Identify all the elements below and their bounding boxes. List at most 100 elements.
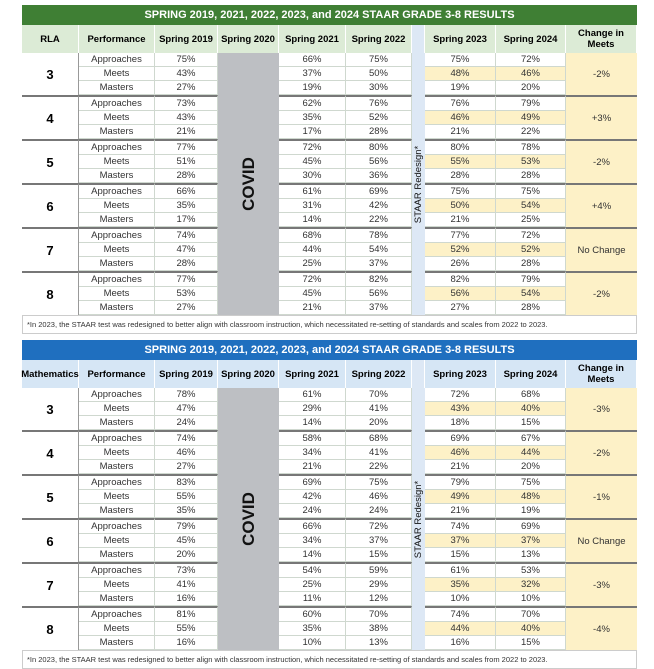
score-cell: 37% xyxy=(496,534,566,548)
column-header: Performance xyxy=(79,25,155,53)
score-cell: 75% xyxy=(346,53,412,67)
covid-label: COVID xyxy=(238,492,258,546)
score-cell: 80% xyxy=(346,139,412,155)
score-cell: 69% xyxy=(279,474,346,490)
score-cell: 43% xyxy=(425,402,496,416)
score-cell: 27% xyxy=(155,301,218,315)
score-cell: 46% xyxy=(155,446,218,460)
score-cell: 78% xyxy=(155,388,218,402)
score-cell: 29% xyxy=(279,402,346,416)
score-cell: 35% xyxy=(279,622,346,636)
score-cell: 46% xyxy=(425,446,496,460)
score-cell: 19% xyxy=(279,81,346,95)
score-cell: 72% xyxy=(496,53,566,67)
score-cell: 82% xyxy=(425,271,496,287)
score-cell: 28% xyxy=(496,257,566,271)
score-cell: 72% xyxy=(346,518,412,534)
column-header: Spring 2019 xyxy=(155,25,218,53)
grade-label: 4 xyxy=(22,95,79,139)
score-cell: 40% xyxy=(496,402,566,416)
change-in-meets: -3% xyxy=(566,562,637,606)
grade-label: 7 xyxy=(22,562,79,606)
change-in-meets: -4% xyxy=(566,606,637,650)
score-cell: 73% xyxy=(155,95,218,111)
performance-level: Approaches xyxy=(79,271,155,287)
score-cell: 58% xyxy=(279,430,346,446)
score-cell: 25% xyxy=(279,257,346,271)
column-header: Spring 2022 xyxy=(346,360,412,388)
performance-level: Masters xyxy=(79,416,155,430)
column-header: Spring 2020 xyxy=(218,360,279,388)
score-cell: 20% xyxy=(155,548,218,562)
score-cell: 21% xyxy=(155,125,218,139)
score-cell: 15% xyxy=(496,416,566,430)
covid-column: COVID xyxy=(218,53,279,315)
grade-label: 6 xyxy=(22,518,79,562)
performance-level: Masters xyxy=(79,81,155,95)
score-cell: 28% xyxy=(346,125,412,139)
change-in-meets: +3% xyxy=(566,95,637,139)
score-cell: 27% xyxy=(425,301,496,315)
score-cell: 74% xyxy=(425,606,496,622)
performance-level: Approaches xyxy=(79,95,155,111)
score-cell: 83% xyxy=(155,474,218,490)
column-header: Spring 2024 xyxy=(496,360,566,388)
rla-results-table: SPRING 2019, 2021, 2022, 2023, and 2024 … xyxy=(22,5,637,334)
score-cell: 10% xyxy=(425,592,496,606)
score-cell: 53% xyxy=(496,155,566,169)
performance-level: Meets xyxy=(79,490,155,504)
score-cell: 74% xyxy=(155,430,218,446)
footnote: *In 2023, the STAAR test was redesigned … xyxy=(22,315,637,334)
score-cell: 53% xyxy=(155,287,218,301)
change-in-meets: +4% xyxy=(566,183,637,227)
score-cell: 17% xyxy=(279,125,346,139)
score-cell: 75% xyxy=(496,474,566,490)
grade-label: 7 xyxy=(22,227,79,271)
score-cell: 54% xyxy=(346,243,412,257)
redesign-label: STAAR Redesign* xyxy=(413,480,425,558)
score-cell: 81% xyxy=(155,606,218,622)
performance-level: Meets xyxy=(79,402,155,416)
change-in-meets: -2% xyxy=(566,53,637,95)
grade-label: 8 xyxy=(22,606,79,650)
score-cell: 28% xyxy=(496,301,566,315)
grade-label: 4 xyxy=(22,430,79,474)
score-cell: 22% xyxy=(346,460,412,474)
table-grid: RLA Performance Spring 2019 Spring 2020 Spri… xyxy=(22,25,637,315)
grade-label: 5 xyxy=(22,474,79,518)
performance-level: Masters xyxy=(79,125,155,139)
redesign-label: STAAR Redesign* xyxy=(413,145,425,223)
change-in-meets: -3% xyxy=(566,388,637,430)
score-cell: 13% xyxy=(346,636,412,650)
score-cell: 43% xyxy=(155,67,218,81)
score-cell: 36% xyxy=(346,169,412,183)
change-in-meets: -2% xyxy=(566,139,637,183)
score-cell: 66% xyxy=(279,518,346,534)
column-header-spacer xyxy=(412,25,425,53)
score-cell: 79% xyxy=(496,271,566,287)
covid-column: COVID xyxy=(218,388,279,650)
score-cell: 34% xyxy=(279,446,346,460)
score-cell: 42% xyxy=(346,199,412,213)
score-cell: 21% xyxy=(425,213,496,227)
performance-level: Meets xyxy=(79,199,155,213)
score-cell: 76% xyxy=(346,95,412,111)
score-cell: 14% xyxy=(279,548,346,562)
table-title: SPRING 2019, 2021, 2022, 2023, and 2024 … xyxy=(22,340,637,360)
score-cell: 70% xyxy=(496,606,566,622)
table-grid: Mathematics Performance Spring 2019 Spring … xyxy=(21,360,637,650)
performance-level: Masters xyxy=(79,460,155,474)
score-cell: 12% xyxy=(346,592,412,606)
grade-label: 3 xyxy=(22,388,79,430)
score-cell: 17% xyxy=(155,213,218,227)
score-cell: 69% xyxy=(425,430,496,446)
score-cell: 62% xyxy=(279,95,346,111)
score-cell: 19% xyxy=(425,81,496,95)
score-cell: 53% xyxy=(496,562,566,578)
score-cell: 21% xyxy=(279,301,346,315)
score-cell: 55% xyxy=(155,622,218,636)
score-cell: 30% xyxy=(279,169,346,183)
performance-level: Meets xyxy=(79,534,155,548)
score-cell: 67% xyxy=(496,430,566,446)
performance-level: Meets xyxy=(79,243,155,257)
